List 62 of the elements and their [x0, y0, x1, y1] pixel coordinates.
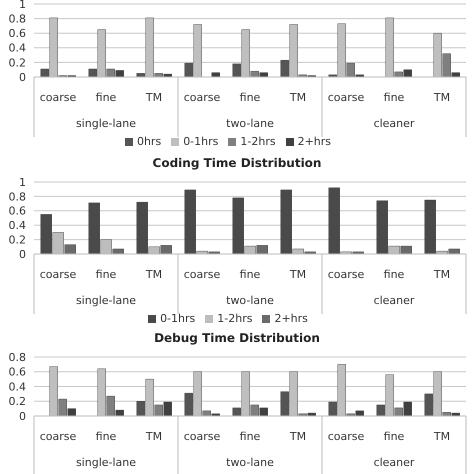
x-tick-label: coarse [328, 268, 364, 281]
y-tick-label: 0 [19, 70, 26, 84]
x-tick-label: coarse [184, 91, 220, 104]
y-tick-label: 0.6 [8, 204, 26, 218]
x-tick-label: coarse [40, 430, 76, 443]
y-tick-label: 0.2 [8, 56, 26, 70]
x-tick-label: fine [384, 91, 405, 104]
legend-label: 1-2hrs [240, 135, 276, 148]
x-tick-label: coarse [40, 268, 76, 281]
x-tick-label: fine [96, 268, 117, 281]
text: single-lane [76, 456, 136, 469]
chart-title: Debug Time Distribution [153, 330, 321, 347]
chart-title: Coding Time Distribution [152, 155, 322, 172]
x-tick-label: fine [384, 430, 405, 443]
y-tick-label: 0.6 [8, 27, 26, 40]
text: two-lane [226, 456, 274, 469]
x-tick-label: coarse [328, 91, 364, 104]
x-tick-label: coarse [184, 430, 220, 443]
x-tick-label: TM [432, 268, 450, 281]
text: single-lane [76, 117, 136, 130]
x-tick-label: fine [240, 268, 261, 281]
x-tick-label: TM [288, 268, 306, 281]
y-tick-label: 0.2 [8, 395, 26, 408]
legend-label: 0-1hrs [183, 135, 218, 148]
x-tick-label: coarse [40, 91, 76, 104]
y-tick-label: 0 [19, 248, 26, 261]
x-tick-label: TM [144, 430, 162, 443]
x-tick-label: fine [96, 91, 117, 104]
y-tick-label: 1 [19, 176, 26, 189]
text: cleaner [374, 294, 415, 307]
y-tick-label: 0.8 [8, 12, 26, 26]
y-tick-label: 0.2 [8, 234, 26, 247]
text: two-lane [226, 294, 274, 307]
text: two-lane [226, 117, 274, 130]
y-tick-label: 0.6 [8, 366, 26, 379]
y-tick-label: 0.4 [8, 219, 26, 232]
x-tick-label: coarse [328, 430, 364, 443]
text: single-lane [76, 294, 136, 307]
x-tick-label: fine [384, 268, 405, 281]
legend-label: 0hrs [136, 135, 162, 148]
y-tick-label: 1 [19, 0, 26, 11]
x-tick-label: fine [240, 430, 261, 443]
x-tick-label: fine [96, 430, 117, 443]
legend-label: 0-1hrs [160, 312, 196, 325]
y-tick-label: 0 [19, 410, 26, 423]
x-tick-label: TM [144, 268, 162, 281]
text: cleaner [374, 117, 415, 130]
y-tick-label: 0.8 [8, 190, 26, 204]
legend-label: 1-2hrs [217, 312, 252, 325]
x-tick-label: TM [288, 91, 306, 104]
y-tick-label: 0.4 [8, 380, 26, 394]
x-tick-label: TM [432, 430, 450, 443]
y-tick-label: 0.8 [8, 350, 26, 364]
x-tick-label: TM [288, 430, 306, 443]
legend-label: 2+hrs [298, 135, 332, 148]
x-tick-label: TM [144, 91, 162, 104]
y-tick-label: 0.4 [8, 42, 26, 55]
legend-label: 2+hrs [274, 312, 308, 325]
x-tick-label: coarse [184, 268, 220, 281]
x-tick-label: TM [432, 91, 450, 104]
text: cleaner [374, 456, 415, 469]
x-tick-label: fine [240, 91, 261, 104]
